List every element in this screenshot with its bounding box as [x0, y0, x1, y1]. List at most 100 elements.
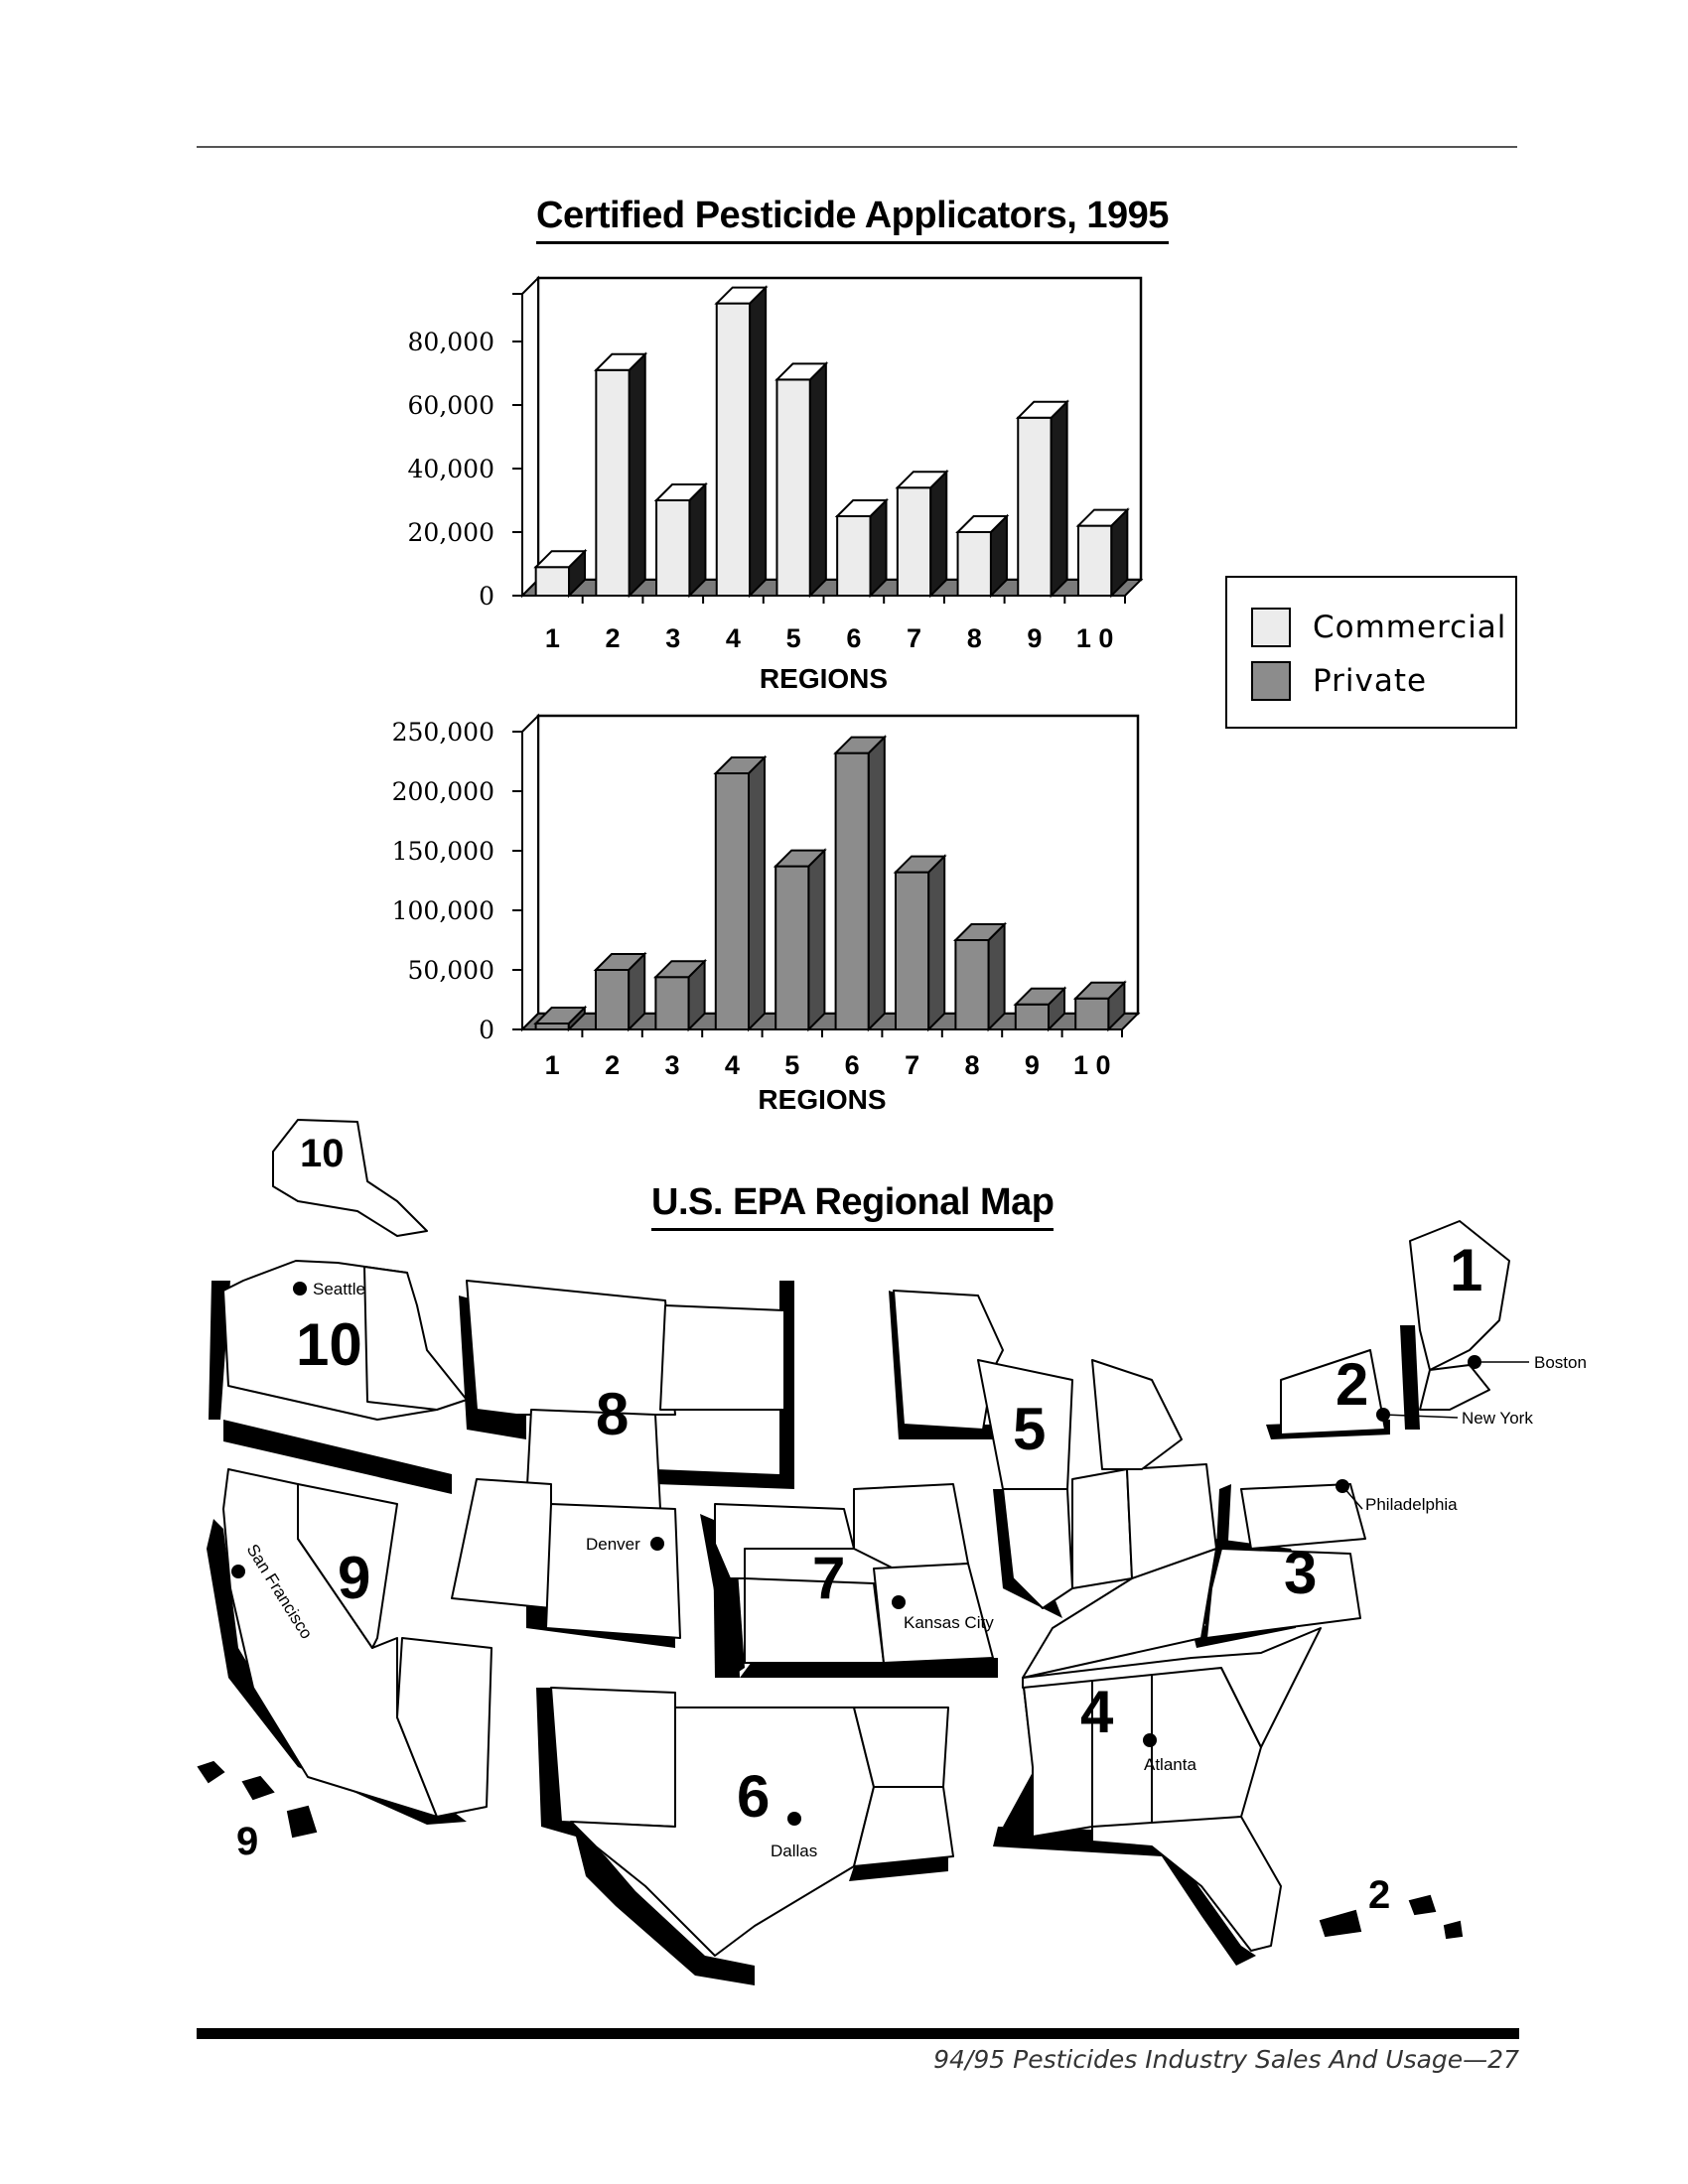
- state-alaska: [272, 1119, 428, 1237]
- bar-commercial-region-4: [714, 285, 769, 599]
- x-tick-label: 1: [545, 623, 560, 653]
- region-label-2-pr: 2: [1368, 1873, 1390, 1917]
- bar-commercial-region-3: [653, 481, 708, 599]
- city-label-dallas: Dallas: [771, 1842, 817, 1860]
- bar-private-region-6: [833, 735, 888, 1032]
- city-dot-kansas-city: [892, 1595, 906, 1609]
- state-kentucky: [1022, 1548, 1217, 1679]
- legend-item-private: Private: [1251, 661, 1427, 701]
- map-region-numbers: 1 2 3 4 5 6 7 8 9 10 10 9 2: [236, 1132, 1482, 1917]
- state-new-york: [1280, 1349, 1386, 1435]
- region-label-1: 1: [1450, 1237, 1482, 1303]
- state-louisiana: [853, 1786, 954, 1867]
- state-iowa: [853, 1483, 969, 1570]
- chart-commercial: 0 20,000 40,000 60,000 80,000 1 2 3 4 5 6 7 8 9 1 0 REG…: [408, 275, 1144, 694]
- x-tick-label: 7: [907, 623, 921, 653]
- x-tick-label: 8: [967, 623, 982, 653]
- region-label-3: 3: [1284, 1540, 1317, 1606]
- legend-swatch-commercial: [1251, 608, 1291, 647]
- x-axis-title: REGIONS: [760, 663, 888, 694]
- state-pennsylvania: [1240, 1483, 1366, 1550]
- x-tick-label: 1 0: [1076, 623, 1114, 653]
- city-dot-san-francisco: [231, 1565, 245, 1578]
- x-tick-label: 1: [545, 1050, 560, 1080]
- city-label-kansas-city: Kansas City: [904, 1613, 994, 1632]
- city-dot-atlanta: [1143, 1733, 1157, 1747]
- city-dot-seattle: [293, 1282, 307, 1296]
- region-label-10-alaska: 10: [300, 1132, 345, 1175]
- region-label-4: 4: [1080, 1679, 1114, 1745]
- state-colorado: [545, 1503, 681, 1639]
- region-label-9-hawaii: 9: [236, 1820, 258, 1863]
- y-tick-label: 60,000: [408, 391, 494, 420]
- city-label-boston: Boston: [1534, 1353, 1587, 1372]
- legend-label-commercial: Commercial: [1313, 610, 1507, 645]
- bar-private-region-4: [713, 754, 768, 1032]
- bar-commercial-region-2: [593, 351, 648, 599]
- bar-private-region-10: [1072, 980, 1127, 1032]
- x-axis-title: REGIONS: [758, 1084, 886, 1115]
- y-tick-label: 40,000: [408, 455, 494, 483]
- x-tick-label: 9: [1025, 1050, 1040, 1080]
- x-tick-label: 5: [786, 623, 801, 653]
- x-tick-label: 6: [846, 623, 861, 653]
- region-label-8: 8: [596, 1381, 629, 1447]
- x-tick-label: 7: [905, 1050, 919, 1080]
- state-illinois: [1002, 1488, 1073, 1609]
- state-new-mexico: [550, 1687, 676, 1828]
- y-tick-label: 100,000: [392, 896, 494, 925]
- map-islands: [197, 1760, 1464, 1940]
- region-label-2: 2: [1336, 1351, 1368, 1418]
- state-utah: [451, 1478, 552, 1609]
- bar-private-region-7: [893, 854, 947, 1032]
- city-label-seattle: Seattle: [313, 1280, 365, 1298]
- x-tick-label: 3: [664, 1050, 679, 1080]
- chart-private: 0 50,000 100,000 150,000 200,000 250,000 1 2 3 4 5…: [392, 713, 1141, 1115]
- x-tick-label: 9: [1027, 623, 1042, 653]
- legend-swatch-private: [1251, 661, 1291, 701]
- state-tennessee-nc: [1022, 1627, 1322, 1748]
- map-states: [222, 1119, 1510, 1957]
- y-tick-label: 200,000: [392, 777, 494, 806]
- legend: Commercial Private: [1225, 576, 1517, 729]
- state-nevada: [297, 1483, 398, 1649]
- y-tick-label: 20,000: [408, 518, 494, 547]
- bar-private-region-2: [593, 951, 647, 1032]
- city-dot-denver: [650, 1537, 664, 1551]
- region-label-9: 9: [338, 1545, 370, 1611]
- x-tick-label: 8: [964, 1050, 979, 1080]
- bottom-rule: [197, 2028, 1519, 2039]
- legend-label-private: Private: [1313, 663, 1428, 699]
- page-footer: 94/95 Pesticides Industry Sales And Usag…: [933, 2045, 1519, 2074]
- state-michigan: [1091, 1359, 1183, 1470]
- state-montana: [466, 1280, 676, 1416]
- city-label-atlanta: Atlanta: [1144, 1755, 1196, 1774]
- state-idaho: [363, 1266, 468, 1411]
- bar-commercial-region-7: [895, 469, 949, 599]
- x-tick-label: 6: [845, 1050, 860, 1080]
- x-tick-label: 4: [726, 623, 741, 653]
- chart-title: Certified Pesticide Applicators, 1995: [536, 195, 1169, 244]
- state-florida: [1091, 1816, 1282, 1952]
- x-tick-label: 5: [784, 1050, 799, 1080]
- y-tick-label: 150,000: [392, 837, 494, 866]
- city-label-denver: Denver: [586, 1535, 640, 1554]
- state-arizona: [396, 1637, 492, 1818]
- region-label-5: 5: [1013, 1396, 1046, 1462]
- region1-states: [1409, 1220, 1510, 1371]
- state-massachusetts: [1419, 1364, 1490, 1411]
- state-dakotas: [659, 1304, 785, 1411]
- x-tick-label: 2: [606, 623, 621, 653]
- bar-commercial-region-5: [774, 360, 829, 599]
- bar-commercial-region-9: [1015, 399, 1070, 599]
- bar-private-region-8: [952, 921, 1008, 1032]
- region-label-6: 6: [737, 1763, 770, 1830]
- x-tick-label: 3: [665, 623, 680, 653]
- x-tick-label: 2: [605, 1050, 620, 1080]
- city-dot-dallas: [787, 1812, 801, 1826]
- state-nebraska: [714, 1503, 855, 1579]
- city-label-philadelphia: Philadelphia: [1365, 1495, 1458, 1514]
- y-tick-label: 250,000: [392, 718, 494, 747]
